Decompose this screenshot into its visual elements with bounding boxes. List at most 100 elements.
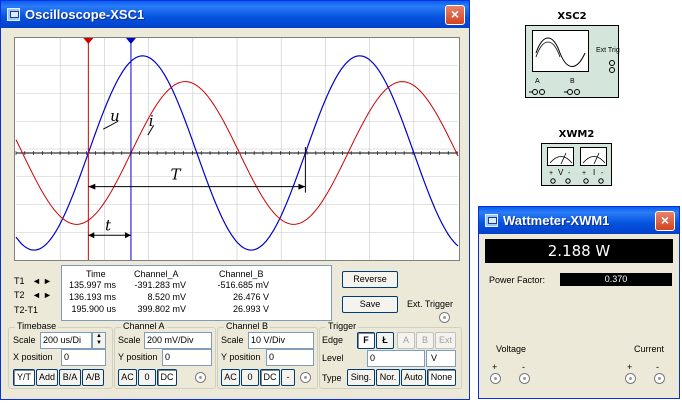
timebase-xpos-field[interactable]: 0 — [61, 349, 106, 366]
current-plus-terminal[interactable] — [625, 373, 636, 384]
readout-delta-time: 195.900 us — [71, 304, 116, 314]
trigger-rising-edge-button[interactable]: F — [357, 332, 375, 349]
timebase-xpos-label: X position — [13, 352, 53, 362]
channel-a-zero-button[interactable]: 0 — [138, 369, 156, 386]
readout-t1-channel-b: -516.685 mV — [217, 280, 269, 290]
trigger-source-b-button[interactable]: B — [416, 332, 434, 349]
voltage-plus-terminal[interactable] — [490, 373, 501, 384]
period-arrow-left — [88, 183, 96, 190]
current-minus-terminal[interactable] — [654, 373, 665, 384]
trigger-source-ext-button[interactable]: Ext — [435, 332, 456, 349]
power-factor-label: Power Factor: — [489, 275, 546, 285]
t2-left-arrow[interactable]: ◄ — [32, 290, 41, 300]
timebase-add-button[interactable]: Add — [36, 369, 58, 386]
xsc2-a-label: A — [535, 78, 540, 85]
trigger-level-field[interactable]: 0 — [367, 350, 425, 367]
readout-header-channel-a: Channel_A — [134, 269, 179, 279]
trigger-edge-label: Edge — [322, 335, 344, 345]
timebase-scale-field[interactable]: 200 us/Di — [40, 332, 92, 349]
channel-b-invert-button[interactable]: - — [281, 369, 295, 386]
channel-a-group: Channel A — [114, 321, 216, 389]
voltage-label: Voltage — [496, 344, 527, 354]
ext-trigger-label: Ext. Trigger — [407, 299, 454, 309]
readout-delta-channel-b: 26.993 V — [232, 304, 269, 314]
period-arrow-right — [298, 183, 306, 190]
current-minus-sign: - — [656, 362, 659, 372]
reverse-button[interactable]: Reverse — [342, 271, 398, 288]
wattmeter-titlebar[interactable]: Wattmeter-XWM1 × — [479, 207, 679, 234]
label-period: T — [171, 166, 182, 184]
xsc2-terminals — [529, 60, 615, 95]
t1-right-arrow[interactable]: ► — [43, 276, 52, 286]
u-label-leader — [102, 120, 119, 130]
t2-label: T2 — [14, 290, 25, 300]
readout-t2-channel-a: 8.520 mV — [147, 292, 186, 302]
label-u: u — [110, 107, 120, 125]
wattmeter-title: Wattmeter-XWM1 — [503, 213, 610, 228]
channel-a-terminal[interactable] — [195, 372, 206, 383]
channel-b-ac-button[interactable]: AC — [221, 369, 240, 386]
oscilloscope-close-button[interactable]: × — [445, 5, 465, 25]
delay-arrow-left — [88, 232, 95, 239]
trigger-falling-edge-button[interactable]: Ł — [376, 332, 394, 349]
timebase-ab-button[interactable]: A/B — [82, 369, 104, 386]
timebase-scale-spinner[interactable]: ▲ ▼ — [92, 332, 106, 349]
timebase-title: Timebase — [15, 321, 59, 331]
channel-b-scale-field[interactable]: 10 V/Div — [248, 332, 314, 349]
xsc2-b-label: B — [570, 78, 575, 85]
xwm2-i-label: I — [593, 168, 596, 177]
readout-t2-channel-b: 26.476 V — [232, 292, 269, 302]
wattmeter-app-icon — [485, 214, 498, 227]
readout-header-time: Time — [86, 269, 106, 279]
wattmeter-close-button[interactable]: × — [655, 211, 675, 231]
trigger-normal-button[interactable]: Nor. — [376, 369, 400, 386]
channel-a-scale-field[interactable]: 200 mV/Div — [144, 332, 212, 349]
channel-a-ac-button[interactable]: AC — [118, 369, 137, 386]
oscilloscope-app-icon — [7, 8, 20, 21]
trigger-single-button[interactable]: Sing. — [347, 369, 375, 386]
xsc2-ext-trig-label: Ext Trig — [596, 47, 620, 54]
readout-delta-channel-a: 399.802 mV — [137, 304, 186, 314]
timebase-yt-button[interactable]: Y/T — [13, 369, 35, 386]
ext-trigger-terminal[interactable] — [439, 312, 450, 323]
channel-a-ypos-label: Y position — [118, 352, 158, 362]
channel-a-scale-label: Scale — [118, 335, 141, 345]
trigger-source-a-button[interactable]: A — [397, 332, 415, 349]
svg-text:+: + — [582, 170, 586, 177]
xwm2-title: XWM2 — [558, 129, 595, 140]
xsc2-instrument[interactable]: Ext Trig A B — [525, 25, 620, 98]
cursor-1-marker — [83, 38, 94, 44]
timebase-group: Timebase — [8, 321, 113, 389]
wattmeter-window: Wattmeter-XWM1 × 2.188 W Power Factor: 0… — [478, 206, 680, 399]
trigger-none-button[interactable]: None — [427, 369, 456, 386]
t1-left-arrow[interactable]: ◄ — [32, 276, 41, 286]
readout-t1-channel-a: -391.283 mV — [134, 280, 186, 290]
save-button[interactable]: Save — [342, 296, 398, 313]
channel-b-ypos-label: Y position — [221, 352, 261, 362]
i-label-leader — [147, 124, 155, 136]
trigger-level-unit[interactable]: V — [426, 350, 456, 367]
trigger-auto-button[interactable]: Auto — [401, 369, 426, 386]
xsc2-wave-icon — [535, 37, 586, 67]
voltage-minus-terminal[interactable] — [519, 373, 530, 384]
power-factor-value: 0.370 — [560, 273, 672, 286]
t2-right-arrow[interactable]: ► — [43, 290, 52, 300]
channel-a-dc-button[interactable]: DC — [157, 369, 177, 386]
channel-a-ypos-field[interactable]: 0 — [162, 349, 212, 366]
oscilloscope-screen[interactable]: u i T t — [14, 37, 460, 261]
timebase-ba-button[interactable]: B/A — [59, 369, 81, 386]
wattmeter-display: 2.188 W — [485, 239, 673, 263]
label-i: i — [149, 112, 154, 130]
channel-b-ypos-field[interactable]: 0 — [266, 349, 314, 366]
channel-b-terminal[interactable] — [300, 372, 311, 383]
t2t1-label: T2-T1 — [14, 305, 39, 315]
oscilloscope-titlebar[interactable]: Oscilloscope-XSC1 × — [1, 1, 469, 28]
channel-b-dc-button[interactable]: DC — [260, 369, 280, 386]
xwm2-instrument[interactable]: + - + - V I — [541, 143, 612, 186]
xsc2-screen — [532, 30, 589, 72]
voltage-plus-sign: + — [492, 362, 498, 372]
channel-b-zero-button[interactable]: 0 — [241, 369, 259, 386]
channel-a-trace — [15, 55, 459, 251]
channel-a-title: Channel A — [121, 321, 167, 331]
readout-t2-time: 136.193 ms — [68, 292, 116, 302]
